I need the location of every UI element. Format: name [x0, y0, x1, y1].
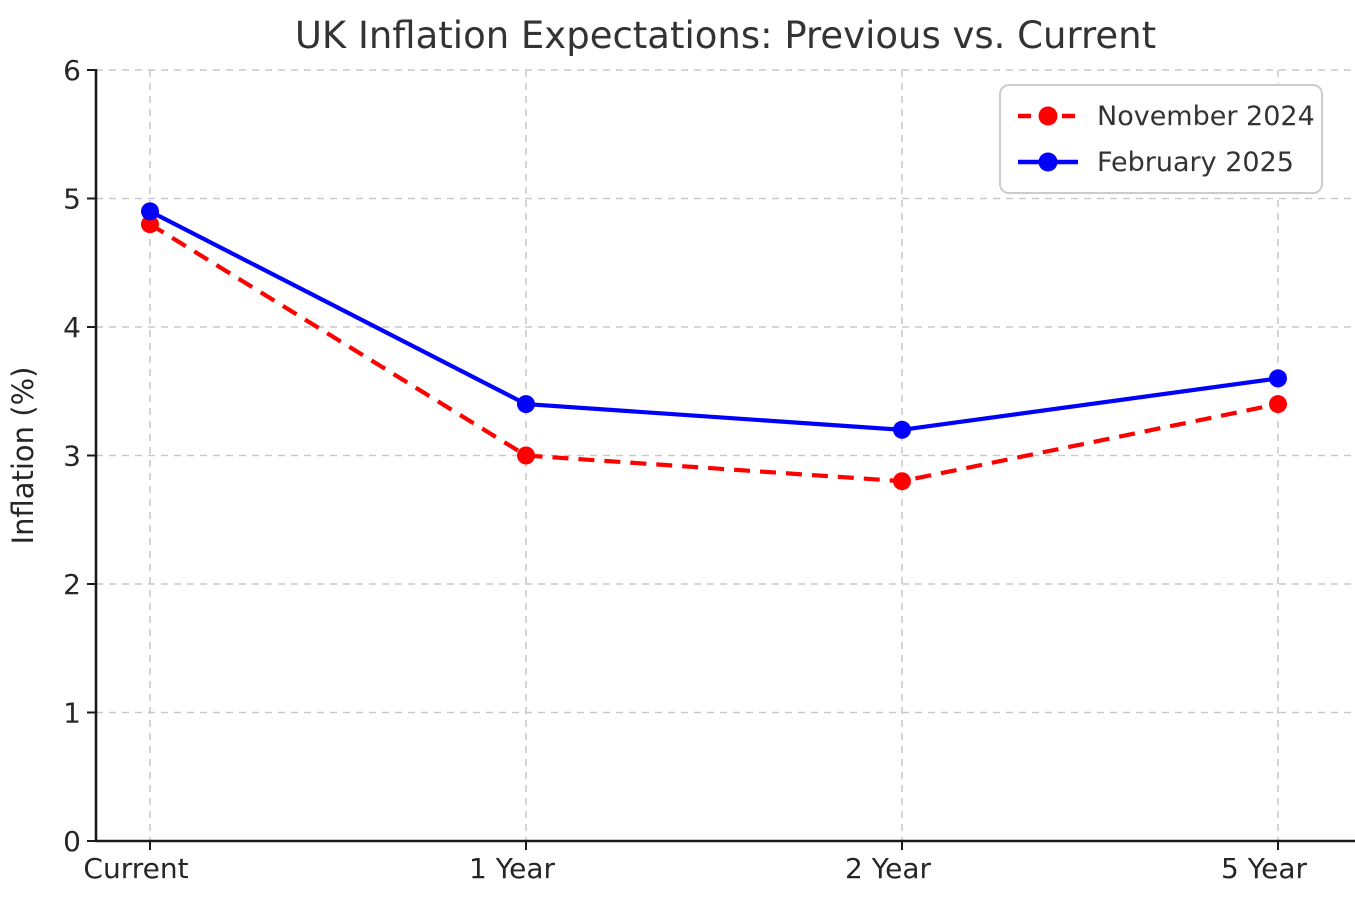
data-point-marker: [141, 202, 159, 221]
y-axis-label: Inflation (%): [6, 367, 40, 545]
data-point-marker: [1269, 395, 1287, 414]
series-line-november-2024: [148, 222, 1279, 484]
data-point-marker: [893, 420, 911, 439]
legend-circle-marker-icon: [1038, 106, 1058, 126]
legend-label-november-2024: November 2024: [1097, 100, 1315, 132]
data-point-marker: [517, 446, 535, 465]
legend-item-november-2024: November 2024: [1015, 95, 1315, 137]
y-tick-label: 4: [63, 311, 81, 344]
y-tick-label: 0: [63, 825, 81, 858]
data-point-marker: [141, 215, 159, 234]
data-point-marker: [893, 472, 911, 491]
chart-title: UK Inflation Expectations: Previous vs. …: [294, 14, 1157, 57]
legend-circle-marker-icon: [1038, 152, 1058, 172]
y-tick-label: 1: [63, 697, 81, 730]
x-tick-label: Current: [83, 852, 188, 885]
x-tick-label: 2 Year: [845, 852, 931, 885]
legend-line-sample-solid: [1018, 152, 1078, 172]
x-tick-label: 1 Year: [469, 852, 555, 885]
y-tick-label: 5: [63, 183, 81, 216]
legend-item-february-2025: February 2025: [1015, 141, 1307, 183]
legend-line-sample-dashed: [1018, 106, 1078, 126]
x-tick-label: 5 Year: [1221, 852, 1307, 885]
y-tick-label: 3: [63, 440, 81, 473]
y-tick-label: 2: [63, 568, 81, 601]
legend-label-february-2025: February 2025: [1097, 146, 1294, 178]
series-line-february-2025: [149, 209, 1279, 432]
data-point-marker: [1269, 369, 1287, 388]
y-tick-label: 6: [63, 54, 81, 87]
legend: November 2024 February 2025: [999, 84, 1323, 194]
data-point-marker: [517, 395, 535, 414]
